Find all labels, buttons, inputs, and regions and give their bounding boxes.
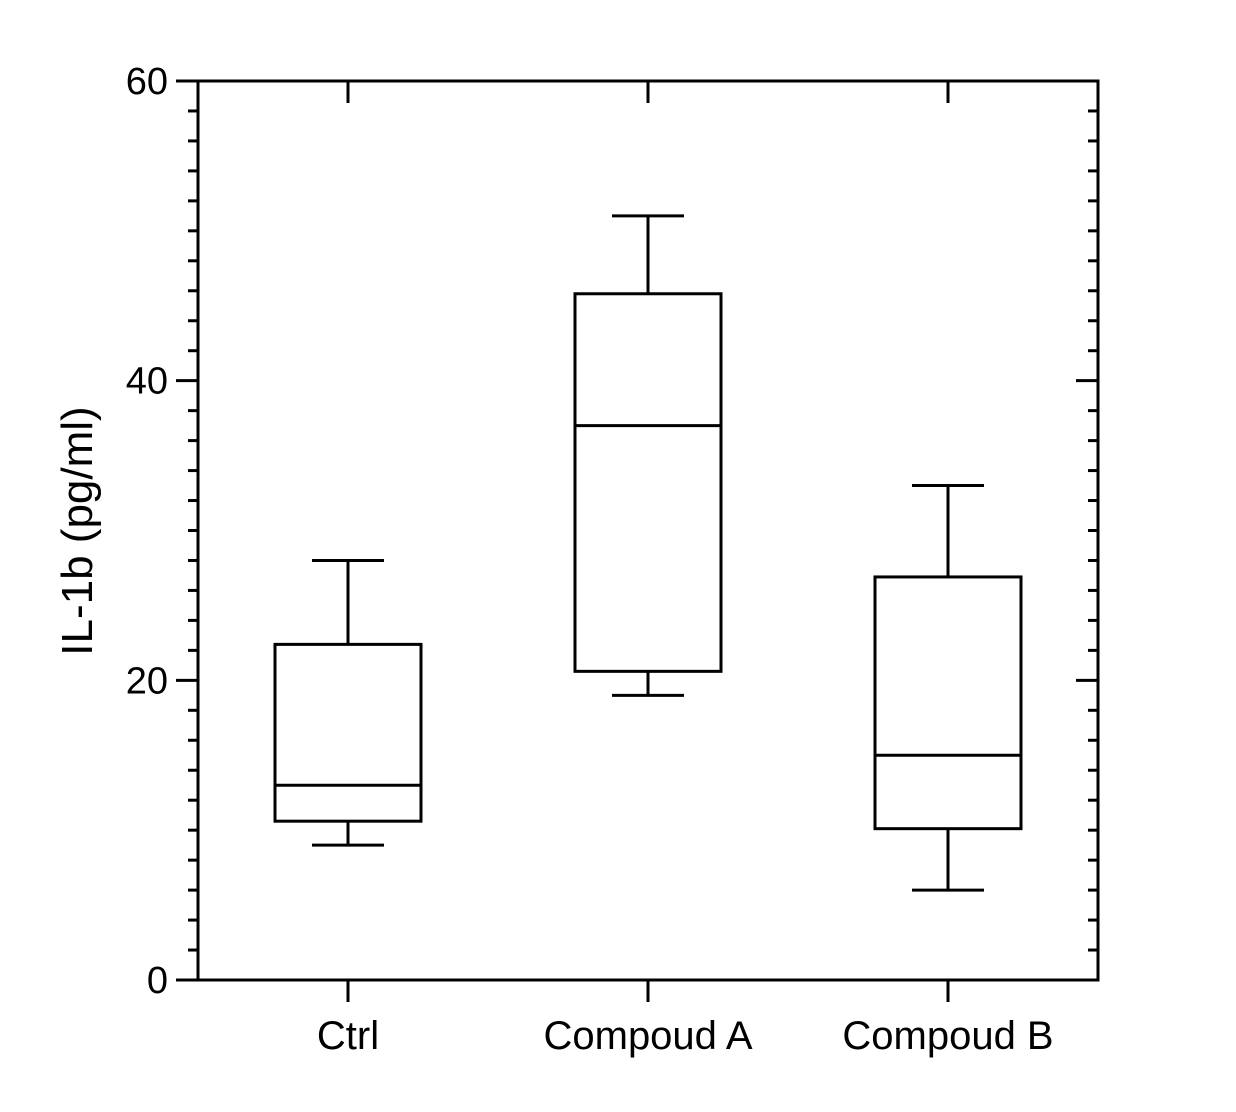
labels-layer: 0 20 40 60 Ctrl Compoud A Compoud B: [126, 61, 1054, 1058]
x-category-label: Ctrl: [317, 1014, 379, 1058]
iqr-box: [873, 575, 1023, 831]
y-tick-label: 0: [147, 960, 168, 1002]
boxes-layer: [273, 214, 1023, 892]
x-category-label: Compoud A: [543, 1014, 752, 1058]
y-tick-label: 20: [126, 660, 168, 702]
y-tick-label: 60: [126, 61, 168, 103]
iqr-box: [573, 292, 723, 673]
box-group: [573, 214, 723, 697]
x-category-label: Compoud B: [842, 1014, 1053, 1058]
y-axis-title: IL-1b (pg/ml): [53, 406, 102, 655]
y-tick-label: 40: [126, 361, 168, 403]
axes-layer: [176, 79, 1100, 1002]
box-group: [873, 484, 1023, 892]
box-group: [273, 558, 423, 847]
iqr-box: [273, 642, 423, 823]
